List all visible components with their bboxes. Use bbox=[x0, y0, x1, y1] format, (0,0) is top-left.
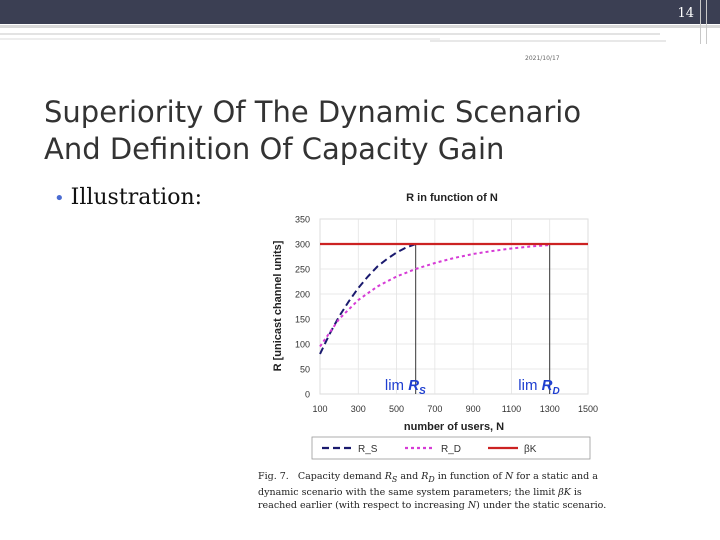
bullet-text: Illustration: bbox=[70, 185, 203, 210]
x-tick-label: 100 bbox=[312, 404, 327, 414]
title-line-2: And Definition Of Capacity Gain bbox=[44, 132, 505, 166]
x-tick-label: 1100 bbox=[502, 404, 521, 414]
limit-annotation: lim RS bbox=[385, 377, 426, 397]
decor-line bbox=[700, 0, 701, 44]
figure-caption: Fig. 7. Capacity demand RS and RD in fun… bbox=[258, 471, 607, 511]
legend-label: R_S bbox=[358, 444, 378, 455]
decor-line bbox=[0, 33, 660, 35]
chart-title: R in function of N bbox=[406, 192, 498, 204]
series-line-r-s bbox=[319, 243, 417, 355]
title-bar: 14 bbox=[0, 0, 720, 24]
x-tick-label: 700 bbox=[427, 404, 442, 414]
bullet-icon: • bbox=[54, 188, 65, 209]
y-tick-label: 50 bbox=[300, 365, 310, 375]
slide-date: 2021/10/17 bbox=[525, 55, 560, 62]
y-tick-label: 350 bbox=[295, 215, 310, 225]
legend-box bbox=[311, 436, 591, 460]
x-tick-label: 1300 bbox=[540, 404, 560, 414]
y-tick-label: 200 bbox=[295, 290, 310, 300]
title-line-1: Superiority Of The Dynamic Scenario bbox=[44, 95, 582, 129]
x-tick-label: 900 bbox=[466, 404, 481, 414]
x-axis-label: number of users, N bbox=[404, 421, 504, 433]
page-number: 14 bbox=[677, 6, 694, 21]
y-axis-label: R [unicast channel units] bbox=[272, 240, 284, 371]
series-line-r-d bbox=[319, 244, 550, 348]
limit-annotation: lim RD bbox=[518, 377, 559, 397]
x-tick-label: 300 bbox=[351, 404, 366, 414]
bullet-item: • Illustration: bbox=[54, 185, 202, 210]
y-tick-label: 150 bbox=[295, 315, 310, 325]
decor-line bbox=[0, 38, 440, 40]
legend-label: R_D bbox=[441, 444, 461, 455]
y-tick-label: 100 bbox=[295, 340, 310, 350]
y-tick-label: 0 bbox=[305, 390, 310, 400]
y-tick-label: 300 bbox=[295, 240, 310, 250]
decor-line bbox=[0, 25, 720, 28]
legend-label: βK bbox=[524, 444, 537, 455]
decor-line bbox=[430, 40, 666, 42]
y-tick-label: 250 bbox=[295, 265, 310, 275]
plot-area bbox=[319, 218, 589, 395]
x-tick-label: 500 bbox=[389, 404, 404, 414]
decor-line bbox=[706, 0, 707, 44]
x-tick-label: 1500 bbox=[578, 404, 598, 414]
slide-title: Superiority Of The Dynamic Scenario And … bbox=[44, 94, 684, 168]
